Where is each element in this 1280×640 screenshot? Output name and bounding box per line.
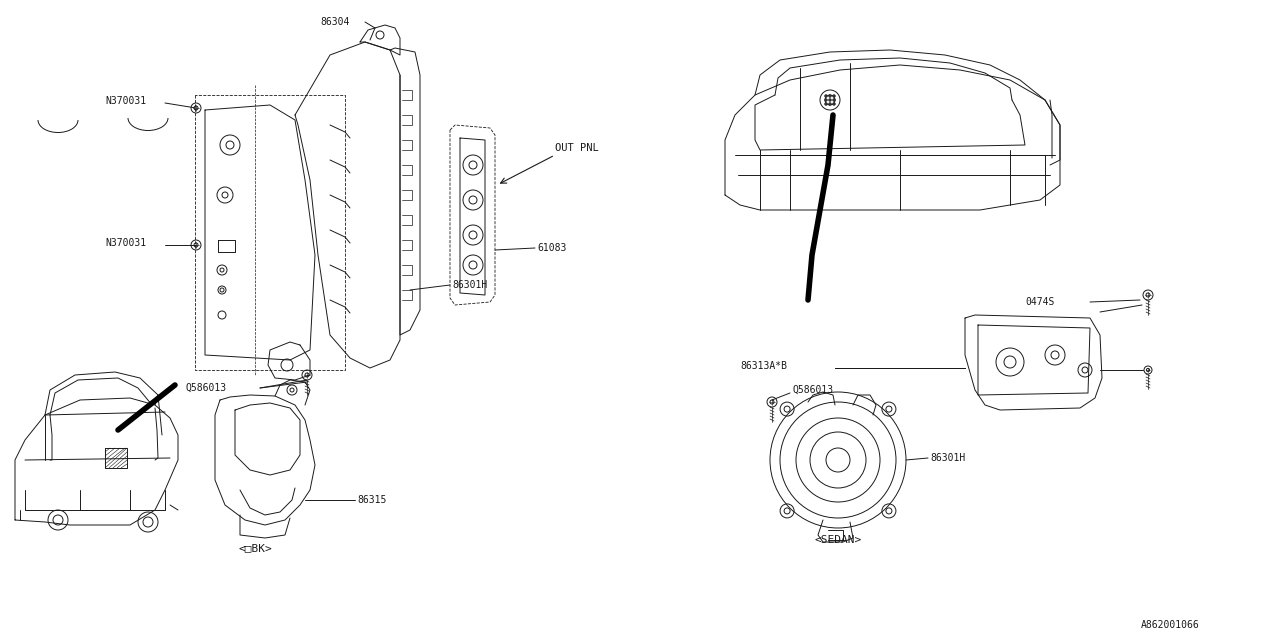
Text: 61083: 61083 bbox=[538, 243, 566, 253]
Text: 86301H: 86301H bbox=[931, 453, 965, 463]
Text: OUT PNL: OUT PNL bbox=[556, 143, 599, 153]
Text: N370031: N370031 bbox=[105, 238, 146, 248]
Circle shape bbox=[829, 99, 831, 101]
Circle shape bbox=[824, 95, 827, 97]
Text: 86313A*B: 86313A*B bbox=[740, 361, 787, 371]
Text: Q586013: Q586013 bbox=[792, 385, 833, 395]
Circle shape bbox=[824, 103, 827, 105]
Circle shape bbox=[833, 103, 836, 105]
Text: A862001066: A862001066 bbox=[1142, 620, 1201, 630]
Circle shape bbox=[829, 95, 831, 97]
Text: 86304: 86304 bbox=[320, 17, 349, 27]
Circle shape bbox=[833, 95, 836, 97]
Text: Q586013: Q586013 bbox=[186, 383, 227, 393]
Circle shape bbox=[833, 99, 836, 101]
Circle shape bbox=[824, 99, 827, 101]
Text: N370031: N370031 bbox=[105, 96, 146, 106]
Text: 86315: 86315 bbox=[357, 495, 387, 505]
Text: 0474S: 0474S bbox=[1025, 297, 1055, 307]
Text: <SEDAN>: <SEDAN> bbox=[814, 535, 861, 545]
Circle shape bbox=[829, 103, 831, 105]
Text: <□BK>: <□BK> bbox=[238, 543, 271, 553]
Text: 86301H: 86301H bbox=[452, 280, 488, 290]
